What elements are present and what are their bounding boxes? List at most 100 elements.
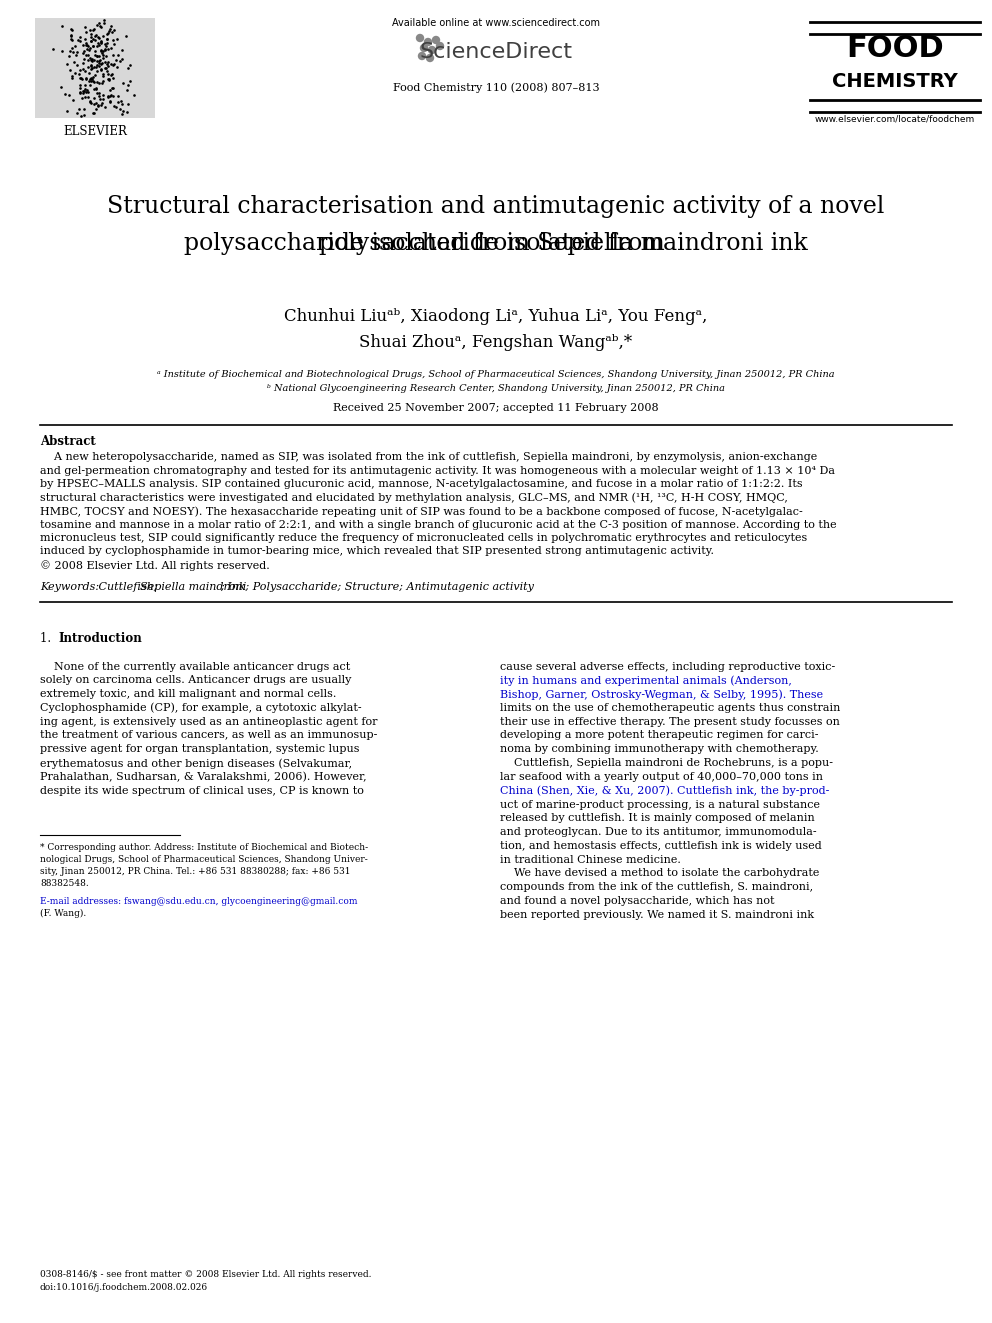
Point: [86, 94, 102, 115]
Point: [95, 89, 111, 110]
Text: Cyclophosphamide (CP), for example, a cytotoxic alkylat-: Cyclophosphamide (CP), for example, a cy…: [40, 703, 362, 713]
Point: [82, 37, 98, 58]
Point: [90, 26, 106, 48]
Text: pressive agent for organ transplantation, systemic lupus: pressive agent for organ transplantation…: [40, 745, 359, 754]
Point: [81, 75, 97, 97]
Point: [93, 32, 109, 53]
Point: [79, 34, 95, 56]
Point: [91, 82, 107, 103]
Point: [90, 34, 106, 56]
Point: [54, 41, 69, 62]
Point: [75, 42, 91, 64]
Point: [87, 45, 103, 66]
Circle shape: [421, 45, 428, 52]
Point: [97, 97, 113, 118]
Point: [64, 20, 80, 41]
Text: cause several adverse effects, including reproductive toxic-: cause several adverse effects, including…: [500, 662, 835, 672]
Point: [91, 49, 107, 70]
Text: CHEMISTRY: CHEMISTRY: [832, 71, 958, 91]
Point: [82, 91, 98, 112]
Point: [80, 36, 96, 57]
Point: [91, 12, 107, 33]
Point: [62, 19, 78, 40]
Text: ᵃ Institute of Biochemical and Biotechnological Drugs, School of Pharmaceutical : ᵃ Institute of Biochemical and Biotechno…: [157, 370, 835, 378]
Text: Structural characterisation and antimutagenic activity of a novel: Structural characterisation and antimuta…: [107, 194, 885, 218]
Point: [103, 53, 119, 74]
Point: [90, 86, 106, 107]
Point: [82, 69, 98, 90]
Point: [99, 33, 115, 54]
Point: [61, 46, 76, 67]
Point: [63, 25, 79, 46]
Point: [68, 41, 84, 62]
Point: [99, 24, 115, 45]
Point: [60, 101, 75, 122]
Text: (F. Wang).: (F. Wang).: [40, 909, 86, 918]
Point: [86, 19, 102, 40]
Point: [110, 44, 126, 65]
Point: [114, 38, 130, 60]
Point: [59, 53, 74, 74]
Point: [80, 49, 96, 70]
Circle shape: [419, 53, 426, 60]
Point: [100, 52, 116, 73]
Text: solely on carcinoma cells. Anticancer drugs are usually: solely on carcinoma cells. Anticancer dr…: [40, 675, 351, 685]
Point: [87, 98, 103, 119]
Point: [115, 73, 131, 94]
Text: ScienceDirect: ScienceDirect: [420, 42, 572, 62]
Point: [71, 64, 87, 85]
Point: [84, 29, 100, 50]
Point: [94, 73, 110, 94]
Point: [72, 26, 88, 48]
Point: [114, 103, 130, 124]
Text: Cuttlefish;: Cuttlefish;: [95, 582, 161, 591]
Point: [84, 103, 100, 124]
Circle shape: [417, 34, 424, 41]
Point: [95, 25, 111, 46]
Point: [69, 102, 85, 123]
Bar: [35, 19, 155, 118]
Point: [86, 71, 102, 93]
Point: [81, 70, 97, 91]
Text: www.elsevier.com/locate/foodchem: www.elsevier.com/locate/foodchem: [814, 114, 975, 123]
Text: and proteoglycan. Due to its antitumor, immunomodula-: and proteoglycan. Due to its antitumor, …: [500, 827, 816, 837]
Point: [114, 49, 130, 70]
Point: [120, 74, 136, 95]
Point: [102, 90, 118, 111]
Point: [83, 48, 99, 69]
Text: by HPSEC–MALLS analysis. SIP contained glucuronic acid, mannose, N-acetylgalacto: by HPSEC–MALLS analysis. SIP contained g…: [40, 479, 803, 490]
Point: [70, 30, 86, 52]
Text: despite its wide spectrum of clinical uses, CP is known to: despite its wide spectrum of clinical us…: [40, 786, 364, 795]
Point: [93, 93, 109, 114]
Point: [115, 101, 131, 122]
Point: [108, 50, 124, 71]
Text: None of the currently available anticancer drugs act: None of the currently available anticanc…: [40, 662, 350, 672]
Text: and gel-permeation chromatography and tested for its antimutagenic activity. It : and gel-permeation chromatography and te…: [40, 466, 835, 475]
Point: [86, 78, 102, 99]
Point: [90, 28, 106, 49]
Point: [77, 29, 93, 50]
Point: [72, 67, 88, 89]
Point: [98, 53, 114, 74]
Point: [88, 83, 104, 105]
Text: ity in humans and experimental animals (Anderson,: ity in humans and experimental animals (…: [500, 675, 792, 685]
Point: [95, 45, 111, 66]
Point: [102, 37, 118, 58]
Point: [93, 17, 109, 38]
Point: [103, 16, 119, 37]
Point: [89, 45, 105, 66]
Point: [105, 29, 121, 50]
Point: [94, 41, 110, 62]
Point: [76, 49, 92, 70]
Point: [105, 54, 121, 75]
Point: [74, 52, 90, 73]
Text: HMBC, TOCSY and NOESY). The hexasaccharide repeating unit of SIP was found to be: HMBC, TOCSY and NOESY). The hexasacchari…: [40, 505, 803, 516]
Point: [97, 52, 113, 73]
Point: [109, 57, 125, 78]
Point: [84, 50, 100, 71]
Text: doi:10.1016/j.foodchem.2008.02.026: doi:10.1016/j.foodchem.2008.02.026: [40, 1283, 208, 1293]
Point: [101, 20, 117, 41]
Point: [77, 69, 93, 90]
Point: [97, 57, 113, 78]
Point: [77, 67, 93, 89]
